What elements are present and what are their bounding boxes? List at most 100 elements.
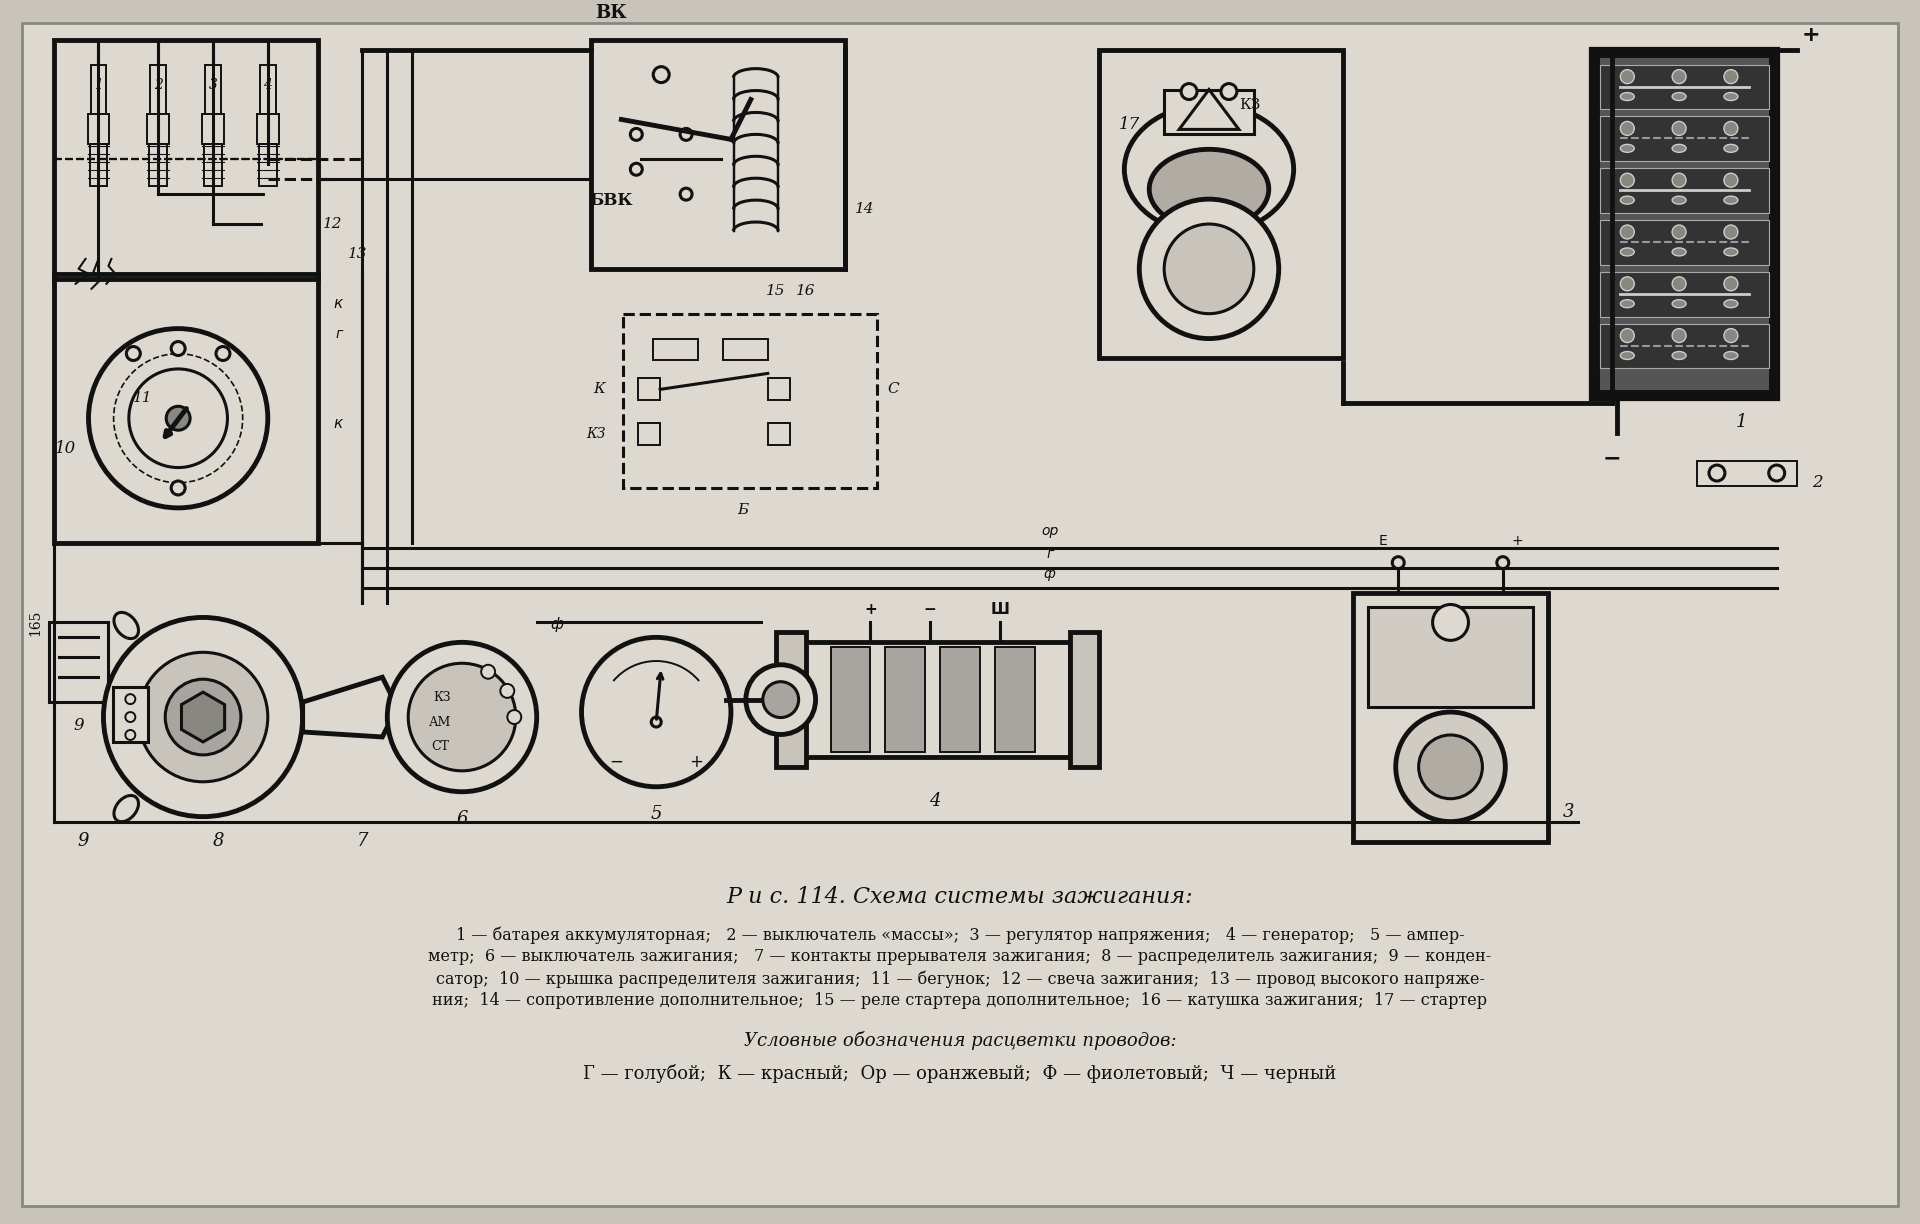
Polygon shape (182, 692, 225, 742)
Text: 2: 2 (154, 77, 163, 92)
Text: +: + (1801, 24, 1820, 45)
Text: КЗ: КЗ (586, 427, 605, 441)
Bar (637, 378, 660, 400)
Ellipse shape (1724, 351, 1738, 360)
Circle shape (1181, 83, 1196, 99)
Text: 165: 165 (29, 610, 42, 635)
Bar (150, 65, 167, 115)
Bar (1100, 50, 1344, 359)
Bar (204, 144, 223, 186)
Ellipse shape (1150, 149, 1269, 229)
Circle shape (1672, 277, 1686, 291)
Bar (1069, 633, 1100, 767)
Circle shape (680, 188, 691, 200)
Circle shape (1139, 200, 1279, 339)
Text: г: г (1046, 547, 1054, 561)
Circle shape (1620, 70, 1634, 83)
Circle shape (762, 682, 799, 717)
Text: БВК: БВК (589, 192, 634, 209)
Circle shape (138, 652, 267, 782)
Circle shape (501, 684, 515, 698)
Text: 4: 4 (263, 77, 273, 92)
Circle shape (1724, 277, 1738, 291)
Bar (1354, 592, 1548, 842)
Text: к: к (334, 296, 342, 311)
Bar (259, 65, 276, 115)
Text: СТ: СТ (432, 741, 449, 754)
Bar (54, 39, 317, 279)
Bar (202, 115, 225, 144)
Circle shape (1672, 121, 1686, 136)
Text: −: − (1603, 448, 1622, 468)
Text: 11: 11 (132, 392, 154, 405)
Bar (624, 313, 877, 488)
Circle shape (1724, 225, 1738, 239)
Bar (1697, 461, 1797, 486)
Circle shape (129, 368, 227, 468)
Ellipse shape (1620, 144, 1634, 152)
Bar (257, 115, 278, 144)
Circle shape (1709, 465, 1724, 481)
Text: КЗ: КЗ (1238, 98, 1260, 111)
Bar (768, 424, 789, 446)
Bar (1601, 220, 1768, 264)
Bar (54, 274, 317, 542)
Text: −: − (609, 753, 624, 771)
Text: 1: 1 (1736, 414, 1747, 431)
Ellipse shape (1620, 248, 1634, 256)
Text: 2: 2 (1812, 475, 1822, 492)
Circle shape (745, 665, 816, 734)
Bar (1601, 168, 1768, 213)
Text: Условные обозначения расцветки проводов:: Условные обозначения расцветки проводов: (743, 1031, 1177, 1050)
Circle shape (1164, 224, 1254, 313)
Ellipse shape (1724, 93, 1738, 100)
Text: 3: 3 (1563, 803, 1574, 820)
Bar (148, 115, 169, 144)
Circle shape (507, 710, 520, 725)
Bar (1601, 58, 1768, 390)
Circle shape (409, 663, 516, 771)
Text: К: К (593, 382, 605, 397)
Circle shape (1724, 121, 1738, 136)
Text: Г — голубой;  К — красный;  Ор — оранжевый;  Ф — фиолетовый;  Ч — черный: Г — голубой; К — красный; Ор — оранжевый… (584, 1064, 1336, 1083)
Circle shape (1620, 174, 1634, 187)
Text: Е: Е (1379, 534, 1388, 547)
Circle shape (1672, 70, 1686, 83)
Ellipse shape (1672, 196, 1686, 204)
Text: 1 — батарея аккумуляторная;   2 — выключатель «массы»;  3 — регулятор напряжения: 1 — батарея аккумуляторная; 2 — выключат… (455, 927, 1465, 944)
Text: 16: 16 (797, 284, 816, 297)
Bar (48, 623, 108, 703)
Text: 3: 3 (209, 77, 217, 92)
Circle shape (125, 694, 134, 704)
Ellipse shape (1672, 93, 1686, 100)
Circle shape (1724, 328, 1738, 343)
Circle shape (680, 129, 691, 141)
Text: Ш: Ш (991, 602, 1010, 617)
Text: КЗ: КЗ (434, 690, 451, 704)
Text: ф: ф (551, 617, 563, 633)
Text: 10: 10 (56, 439, 77, 457)
Bar (768, 378, 789, 400)
Bar (995, 647, 1035, 752)
Circle shape (630, 163, 643, 175)
Circle shape (1672, 174, 1686, 187)
Circle shape (1392, 557, 1404, 569)
Polygon shape (303, 677, 397, 737)
Bar (113, 687, 148, 742)
Text: +: + (689, 753, 703, 771)
Bar (591, 39, 845, 269)
Circle shape (215, 346, 230, 361)
Text: Р и с. 114. Схема системы зажигания:: Р и с. 114. Схема системы зажигания: (726, 886, 1194, 908)
Bar (1601, 272, 1768, 317)
Circle shape (1221, 83, 1236, 99)
Bar (885, 647, 925, 752)
Circle shape (1432, 605, 1469, 640)
Ellipse shape (1620, 300, 1634, 307)
Text: С: С (887, 382, 899, 397)
Circle shape (1724, 174, 1738, 187)
Text: 4: 4 (929, 792, 941, 810)
Text: г: г (336, 327, 342, 340)
Circle shape (582, 638, 732, 787)
Bar (259, 144, 276, 186)
Circle shape (1620, 121, 1634, 136)
